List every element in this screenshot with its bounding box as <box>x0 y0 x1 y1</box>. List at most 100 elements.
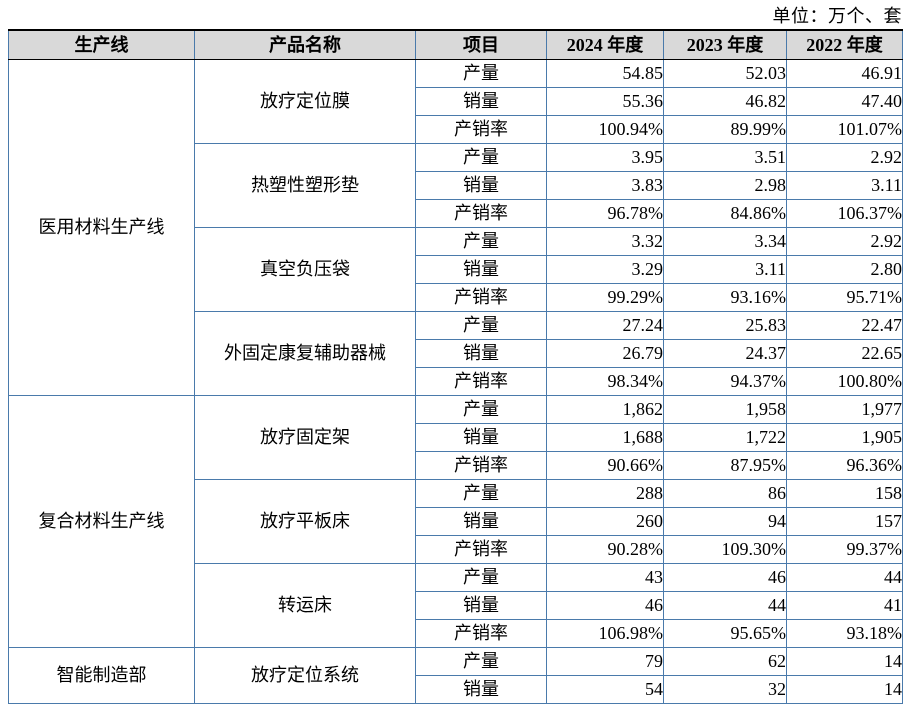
value-2024-cell: 55.36 <box>546 87 664 116</box>
value-2024-cell: 260 <box>546 507 664 536</box>
value-2022-cell: 96.36% <box>786 451 903 480</box>
value-2024-cell: 106.98% <box>546 619 664 648</box>
value-2023-cell: 84.86% <box>663 199 787 228</box>
value-2023-cell: 46.82 <box>663 87 787 116</box>
value-2022-cell: 106.37% <box>786 199 903 228</box>
table-row: 医用材料生产线 放疗定位膜 产量 54.85 52.03 46.91 <box>8 59 903 396</box>
value-2024-cell: 96.78% <box>546 199 664 228</box>
product-name-cell: 热塑性塑形垫 <box>194 143 416 228</box>
header-row: 生产线 产品名称 项目 2024 年度 2023 年度 2022 年度 <box>8 29 903 60</box>
product-name-cell: 真空负压袋 <box>194 227 416 312</box>
value-2022-cell: 22.47 <box>786 311 903 340</box>
table-row: 产销率 90.66% 87.95% 96.36% <box>9 451 903 480</box>
col-header-production-line: 生产线 <box>8 29 195 60</box>
col-header-year-2022: 2022 年度 <box>786 29 903 60</box>
production-line-cell: 智能制造部 <box>8 647 195 704</box>
value-2022-cell: 158 <box>786 479 903 508</box>
value-2022-cell: 95.71% <box>786 283 903 312</box>
value-2024-cell: 79 <box>546 647 664 676</box>
table-row: 销量 46 44 41 <box>9 591 903 620</box>
table-row: 放疗平板床 产量 288 86 158 <box>9 479 903 564</box>
value-2022-cell: 3.11 <box>786 171 903 200</box>
value-2022-cell: 14 <box>786 675 903 704</box>
col-header-year-2023: 2023 年度 <box>663 29 787 60</box>
item-label-cell: 产量 <box>415 227 547 256</box>
item-label-cell: 产量 <box>415 563 547 592</box>
value-2023-cell: 3.34 <box>663 227 787 256</box>
product-name-cell: 外固定康复辅助器械 <box>194 311 416 396</box>
table-row: 转运床 产量 43 46 44 <box>9 563 903 648</box>
table-row: 销量 260 94 157 <box>9 507 903 536</box>
table-row: 真空负压袋 产量 3.32 3.34 2.92 <box>9 227 903 312</box>
item-label-cell: 产销率 <box>415 535 547 564</box>
value-2022-cell: 101.07% <box>786 115 903 144</box>
table-row: 产销率 100.94% 89.99% 101.07% <box>9 115 903 144</box>
table-row: 产销率 96.78% 84.86% 106.37% <box>9 199 903 228</box>
value-2022-cell: 2.92 <box>786 143 903 172</box>
table-row: 智能制造部 放疗定位系统 产量 79 62 14 <box>8 647 903 704</box>
table-row: 销量 3.29 3.11 2.80 <box>9 255 903 284</box>
value-2023-cell: 1,722 <box>663 423 787 452</box>
value-2022-cell: 93.18% <box>786 619 903 648</box>
value-2023-cell: 1,958 <box>663 395 787 424</box>
table-row: 销量 55.36 46.82 47.40 <box>9 87 903 116</box>
value-2023-cell: 2.98 <box>663 171 787 200</box>
value-2022-cell: 99.37% <box>786 535 903 564</box>
value-2023-cell: 32 <box>663 675 787 704</box>
value-2023-cell: 86 <box>663 479 787 508</box>
table-body: 医用材料生产线 放疗定位膜 产量 54.85 52.03 46.91 销量 55.36 46.8… <box>8 59 903 704</box>
table-row: 热塑性塑形垫 产量 3.95 3.51 2.92 <box>9 143 903 228</box>
unit-note: 单位：万个、套 <box>772 6 902 26</box>
table-header: 生产线 产品名称 项目 2024 年度 2023 年度 2022 年度 <box>8 29 903 60</box>
value-2023-cell: 62 <box>663 647 787 676</box>
value-2023-cell: 94.37% <box>663 367 787 396</box>
table-row: 销量 3.83 2.98 3.11 <box>9 171 903 200</box>
value-2023-cell: 46 <box>663 563 787 592</box>
value-2024-cell: 90.66% <box>546 451 664 480</box>
item-label-cell: 产量 <box>415 143 547 172</box>
value-2023-cell: 94 <box>663 507 787 536</box>
product-name-cell: 转运床 <box>194 563 416 648</box>
value-2024-cell: 27.24 <box>546 311 664 340</box>
item-label-cell: 销量 <box>415 675 547 704</box>
production-line-cell: 复合材料生产线 <box>8 395 195 648</box>
value-2024-cell: 46 <box>546 591 664 620</box>
product-name-cell: 放疗定位膜 <box>194 59 416 144</box>
value-2024-cell: 3.95 <box>546 143 664 172</box>
value-2024-cell: 3.83 <box>546 171 664 200</box>
item-label-cell: 销量 <box>415 255 547 284</box>
item-label-cell: 产销率 <box>415 451 547 480</box>
product-name-cell: 放疗平板床 <box>194 479 416 564</box>
value-2022-cell: 41 <box>786 591 903 620</box>
item-label-cell: 产量 <box>415 311 547 340</box>
value-2023-cell: 109.30% <box>663 535 787 564</box>
value-2022-cell: 2.92 <box>786 227 903 256</box>
value-2022-cell: 1,977 <box>786 395 903 424</box>
item-label-cell: 产量 <box>415 479 547 508</box>
table-row: 产销率 99.29% 93.16% 95.71% <box>9 283 903 312</box>
product-name-cell: 放疗固定架 <box>194 395 416 480</box>
item-label-cell: 销量 <box>415 171 547 200</box>
value-2024-cell: 98.34% <box>546 367 664 396</box>
value-2023-cell: 93.16% <box>663 283 787 312</box>
value-2023-cell: 89.99% <box>663 115 787 144</box>
value-2022-cell: 44 <box>786 563 903 592</box>
value-2024-cell: 99.29% <box>546 283 664 312</box>
item-label-cell: 产销率 <box>415 115 547 144</box>
item-label-cell: 产量 <box>415 395 547 424</box>
item-label-cell: 销量 <box>415 423 547 452</box>
production-sales-table: 生产线 产品名称 项目 2024 年度 2023 年度 2022 年度 医用材料… <box>8 29 903 704</box>
production-line-cell: 医用材料生产线 <box>8 59 195 396</box>
item-label-cell: 产销率 <box>415 367 547 396</box>
value-2024-cell: 3.29 <box>546 255 664 284</box>
item-label-cell: 销量 <box>415 591 547 620</box>
value-2022-cell: 1,905 <box>786 423 903 452</box>
value-2023-cell: 87.95% <box>663 451 787 480</box>
value-2022-cell: 100.80% <box>786 367 903 396</box>
value-2024-cell: 54.85 <box>546 59 664 88</box>
value-2023-cell: 95.65% <box>663 619 787 648</box>
item-label-cell: 产销率 <box>415 619 547 648</box>
value-2022-cell: 2.80 <box>786 255 903 284</box>
value-2023-cell: 25.83 <box>663 311 787 340</box>
